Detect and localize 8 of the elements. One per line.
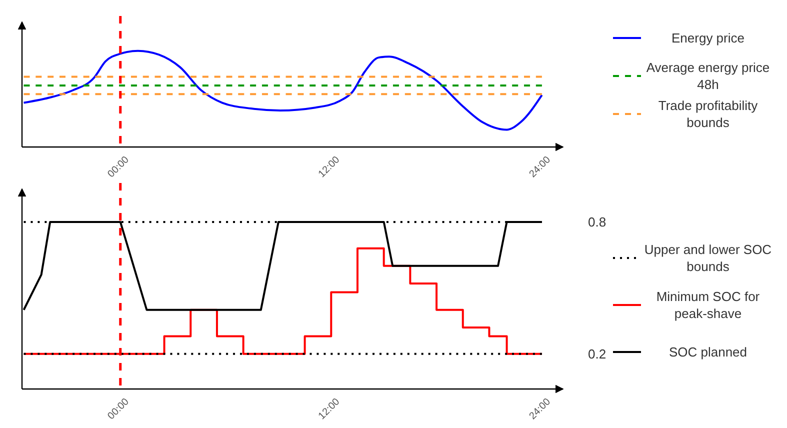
legend-label: SOC planned: [668, 344, 748, 360]
legend-label: Average energy price 48h: [646, 60, 770, 92]
legend-label: Energy price: [672, 30, 744, 46]
y-tick-label: 0.2: [588, 346, 606, 362]
legend-label: Trade profitability bounds: [658, 98, 758, 130]
y-tick-label: 0.8: [588, 214, 606, 230]
legend-label: Minimum SOC for peak-shave: [656, 289, 760, 322]
legend-label: Upper and lower SOC bounds: [644, 242, 772, 274]
